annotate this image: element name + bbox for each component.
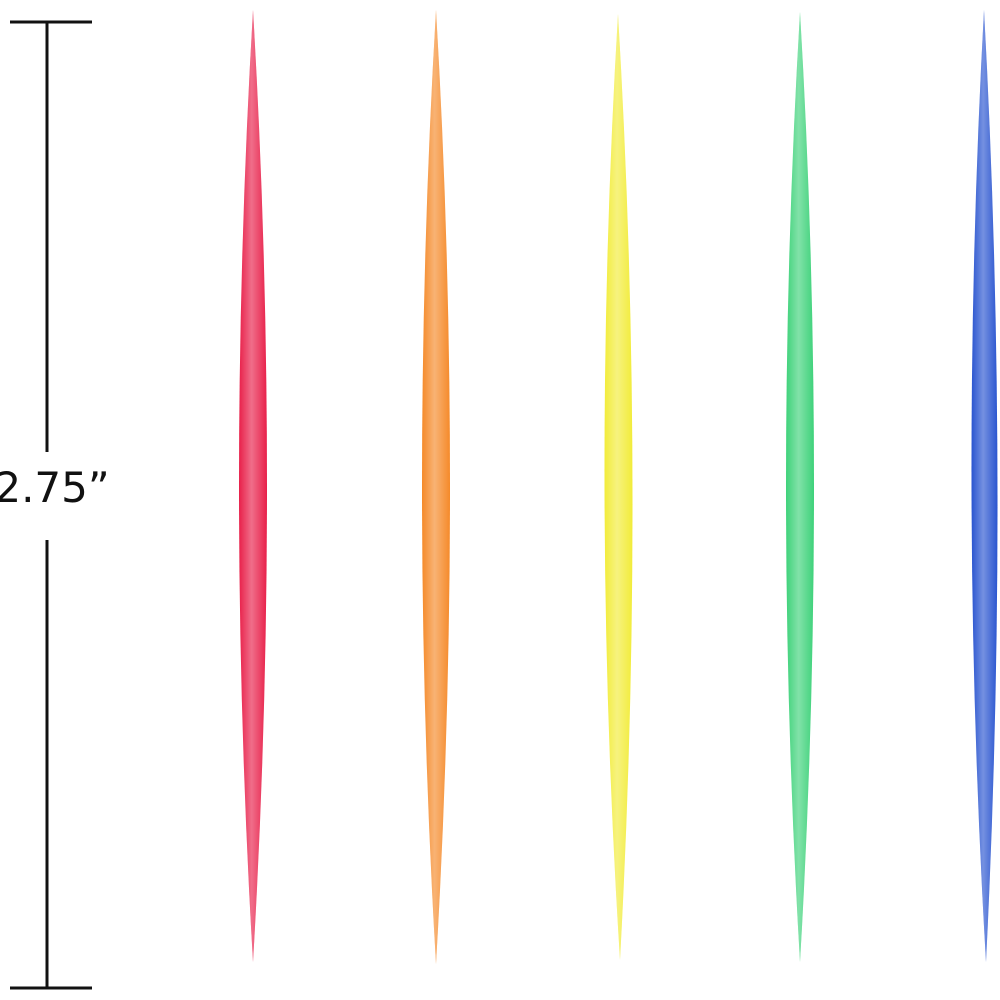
dimension-label: 2.75” — [0, 463, 110, 512]
toothpick-shine — [239, 10, 267, 962]
toothpick-shine — [971, 10, 998, 962]
toothpick-shine — [786, 12, 814, 962]
toothpick-shine — [604, 14, 633, 960]
toothpick-shine — [422, 10, 450, 964]
dimension-marker — [10, 20, 92, 990]
toothpicks — [239, 10, 998, 964]
